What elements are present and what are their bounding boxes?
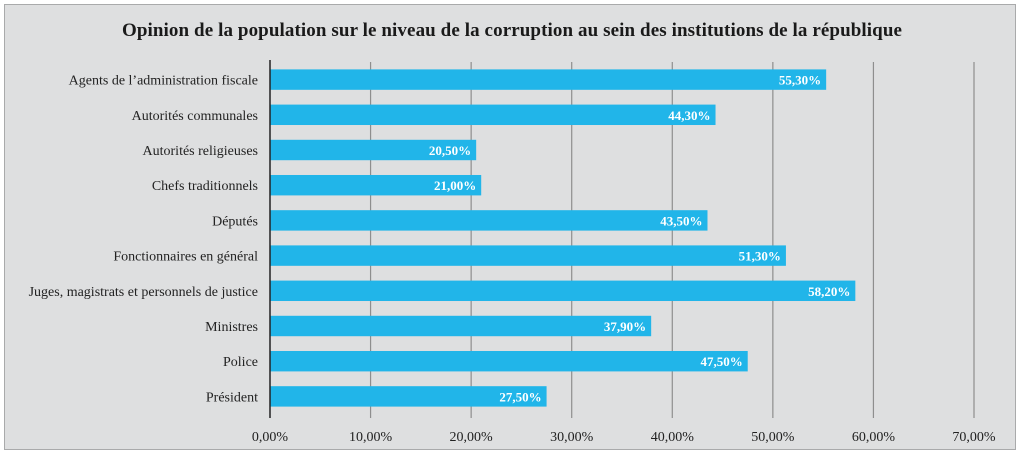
category-label-6: Juges, magistrats et personnels de justi… xyxy=(29,285,258,300)
x-tick-label-4: 40,00% xyxy=(651,430,695,445)
category-label-5: Fonctionnaires en général xyxy=(113,250,258,265)
bar-7 xyxy=(270,315,652,337)
category-label-7: Ministres xyxy=(205,320,258,335)
x-tick-label-6: 60,00% xyxy=(852,430,896,445)
bar-9 xyxy=(270,386,547,407)
data-label-0: 55,30% xyxy=(779,73,821,88)
bar-2 xyxy=(270,139,477,161)
bar-6 xyxy=(270,280,856,302)
category-label-2: Autorités religieuses xyxy=(143,144,258,159)
x-tick-label-0: 0,00% xyxy=(252,430,289,445)
data-label-8: 47,50% xyxy=(700,354,742,369)
bar-1 xyxy=(270,104,716,126)
category-label-4: Députés xyxy=(212,214,258,229)
bar-3 xyxy=(270,174,482,196)
x-tick-label-1: 10,00% xyxy=(349,430,393,445)
data-label-7: 37,90% xyxy=(604,319,646,334)
data-label-6: 58,20% xyxy=(808,284,850,299)
bar-8 xyxy=(270,350,748,372)
data-label-4: 43,50% xyxy=(660,213,702,228)
chart-title: Opinion de la population sur le niveau d… xyxy=(121,20,903,41)
data-label-5: 51,30% xyxy=(739,249,781,264)
x-tick-label-5: 50,00% xyxy=(751,430,795,445)
data-label-3: 21,00% xyxy=(434,178,476,193)
data-label-2: 20,50% xyxy=(429,143,471,158)
x-tick-label-2: 20,00% xyxy=(450,430,494,445)
category-label-8: Police xyxy=(223,355,258,370)
bar-0 xyxy=(270,69,827,90)
bar-4 xyxy=(270,210,708,231)
data-label-1: 44,30% xyxy=(668,108,710,123)
category-label-1: Autorités communales xyxy=(132,109,258,124)
category-label-9: Président xyxy=(206,390,258,405)
data-label-9: 27,50% xyxy=(499,389,541,404)
category-label-3: Chefs traditionnels xyxy=(152,179,258,194)
x-tick-label-3: 30,00% xyxy=(550,430,594,445)
category-label-0: Agents de l’administration fiscale xyxy=(69,74,258,89)
x-tick-label-7: 70,00% xyxy=(952,430,996,445)
bar-5 xyxy=(270,245,786,266)
